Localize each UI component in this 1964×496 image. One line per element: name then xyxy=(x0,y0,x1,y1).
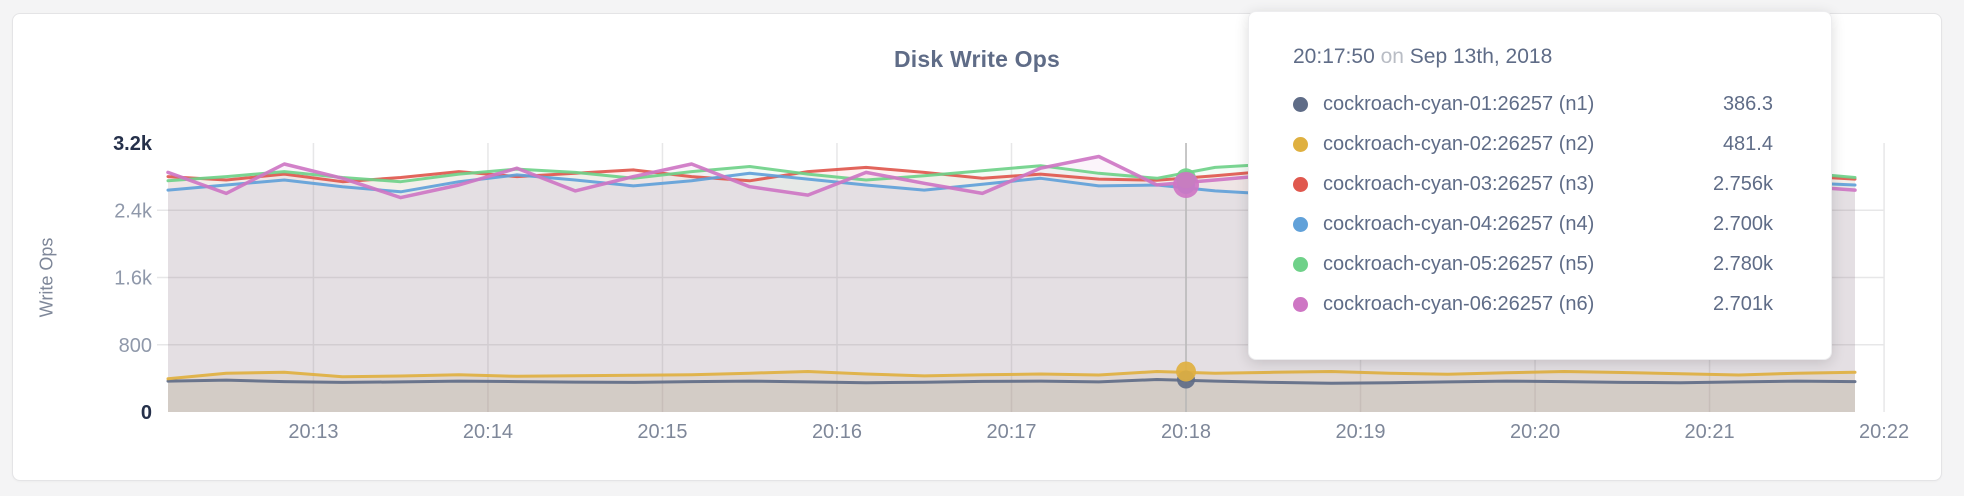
series-color-dot-icon xyxy=(1293,176,1308,192)
series-color-dot-icon xyxy=(1293,136,1308,152)
x-tick-label: 20:19 xyxy=(1336,421,1386,443)
tooltip-series-row: cockroach-cyan-01:26257 (n1) 386.3 xyxy=(1293,84,1773,124)
chart-tooltip: 20:17:50 on Sep 13th, 2018 cockroach-cya… xyxy=(1248,11,1832,360)
x-tick-label: 20:22 xyxy=(1859,421,1909,443)
tooltip-series-name: cockroach-cyan-06:26257 (n6) xyxy=(1323,292,1595,315)
hover-point xyxy=(1176,361,1197,382)
x-tick-label: 20:16 xyxy=(812,421,862,443)
x-tick-label: 20:17 xyxy=(986,421,1036,443)
tooltip-series-value: 2.756k xyxy=(1712,172,1773,195)
x-tick-label: 20:20 xyxy=(1510,421,1560,443)
tooltip-series-name: cockroach-cyan-01:26257 (n1) xyxy=(1323,92,1595,115)
x-tick-label: 20:13 xyxy=(288,421,338,443)
y-tick-label: 3.2k xyxy=(113,133,153,155)
tooltip-series-name: cockroach-cyan-04:26257 (n4) xyxy=(1323,212,1595,235)
tooltip-connector: on xyxy=(1380,45,1404,68)
series-color-dot-icon xyxy=(1293,96,1308,112)
tooltip-series-row: cockroach-cyan-02:26257 (n2) 481.4 xyxy=(1293,124,1773,164)
series-line xyxy=(166,370,1857,381)
hover-point xyxy=(1173,171,1200,198)
tooltip-series-row: cockroach-cyan-05:26257 (n5) 2.780k xyxy=(1293,244,1773,284)
chart-title: Disk Write Ops xyxy=(894,46,1060,72)
tooltip-series-row: cockroach-cyan-06:26257 (n6) 2.701k xyxy=(1293,284,1773,324)
x-tick-label: 20:18 xyxy=(1161,421,1211,443)
tooltip-series-row: cockroach-cyan-04:26257 (n4) 2.700k xyxy=(1293,204,1773,244)
series-color-dot-icon xyxy=(1293,256,1308,272)
y-tick-label: 800 xyxy=(119,335,152,357)
tooltip-title: 20:17:50 on Sep 13th, 2018 xyxy=(1293,42,1773,72)
tooltip-series-value: 386.3 xyxy=(1722,92,1773,115)
y-tick-label: 0 xyxy=(141,402,152,424)
series-area xyxy=(168,379,1855,412)
series-line xyxy=(166,378,1857,385)
tooltip-date: Sep 13th, 2018 xyxy=(1409,45,1553,68)
series-color-dot-icon xyxy=(1293,296,1308,312)
tooltip-series-row: cockroach-cyan-03:26257 (n3) 2.756k xyxy=(1293,164,1773,204)
x-tick-label: 20:15 xyxy=(637,421,687,443)
tooltip-series-value: 481.4 xyxy=(1722,132,1773,155)
tooltip-series-name: cockroach-cyan-02:26257 (n2) xyxy=(1323,132,1595,155)
tooltip-series-value: 2.701k xyxy=(1712,292,1773,315)
x-tick-label: 20:21 xyxy=(1685,421,1735,443)
y-tick-label: 2.4k xyxy=(114,200,153,222)
tooltip-series-name: cockroach-cyan-03:26257 (n3) xyxy=(1323,172,1595,195)
y-tick-label: 1.6k xyxy=(114,268,153,290)
series-color-dot-icon xyxy=(1293,216,1308,232)
tooltip-series-value: 2.780k xyxy=(1712,252,1773,275)
x-tick-label: 20:14 xyxy=(463,421,513,443)
tooltip-time: 20:17:50 xyxy=(1293,45,1375,68)
tooltip-series-value: 2.700k xyxy=(1712,212,1773,235)
tooltip-series-name: cockroach-cyan-05:26257 (n5) xyxy=(1323,252,1595,275)
